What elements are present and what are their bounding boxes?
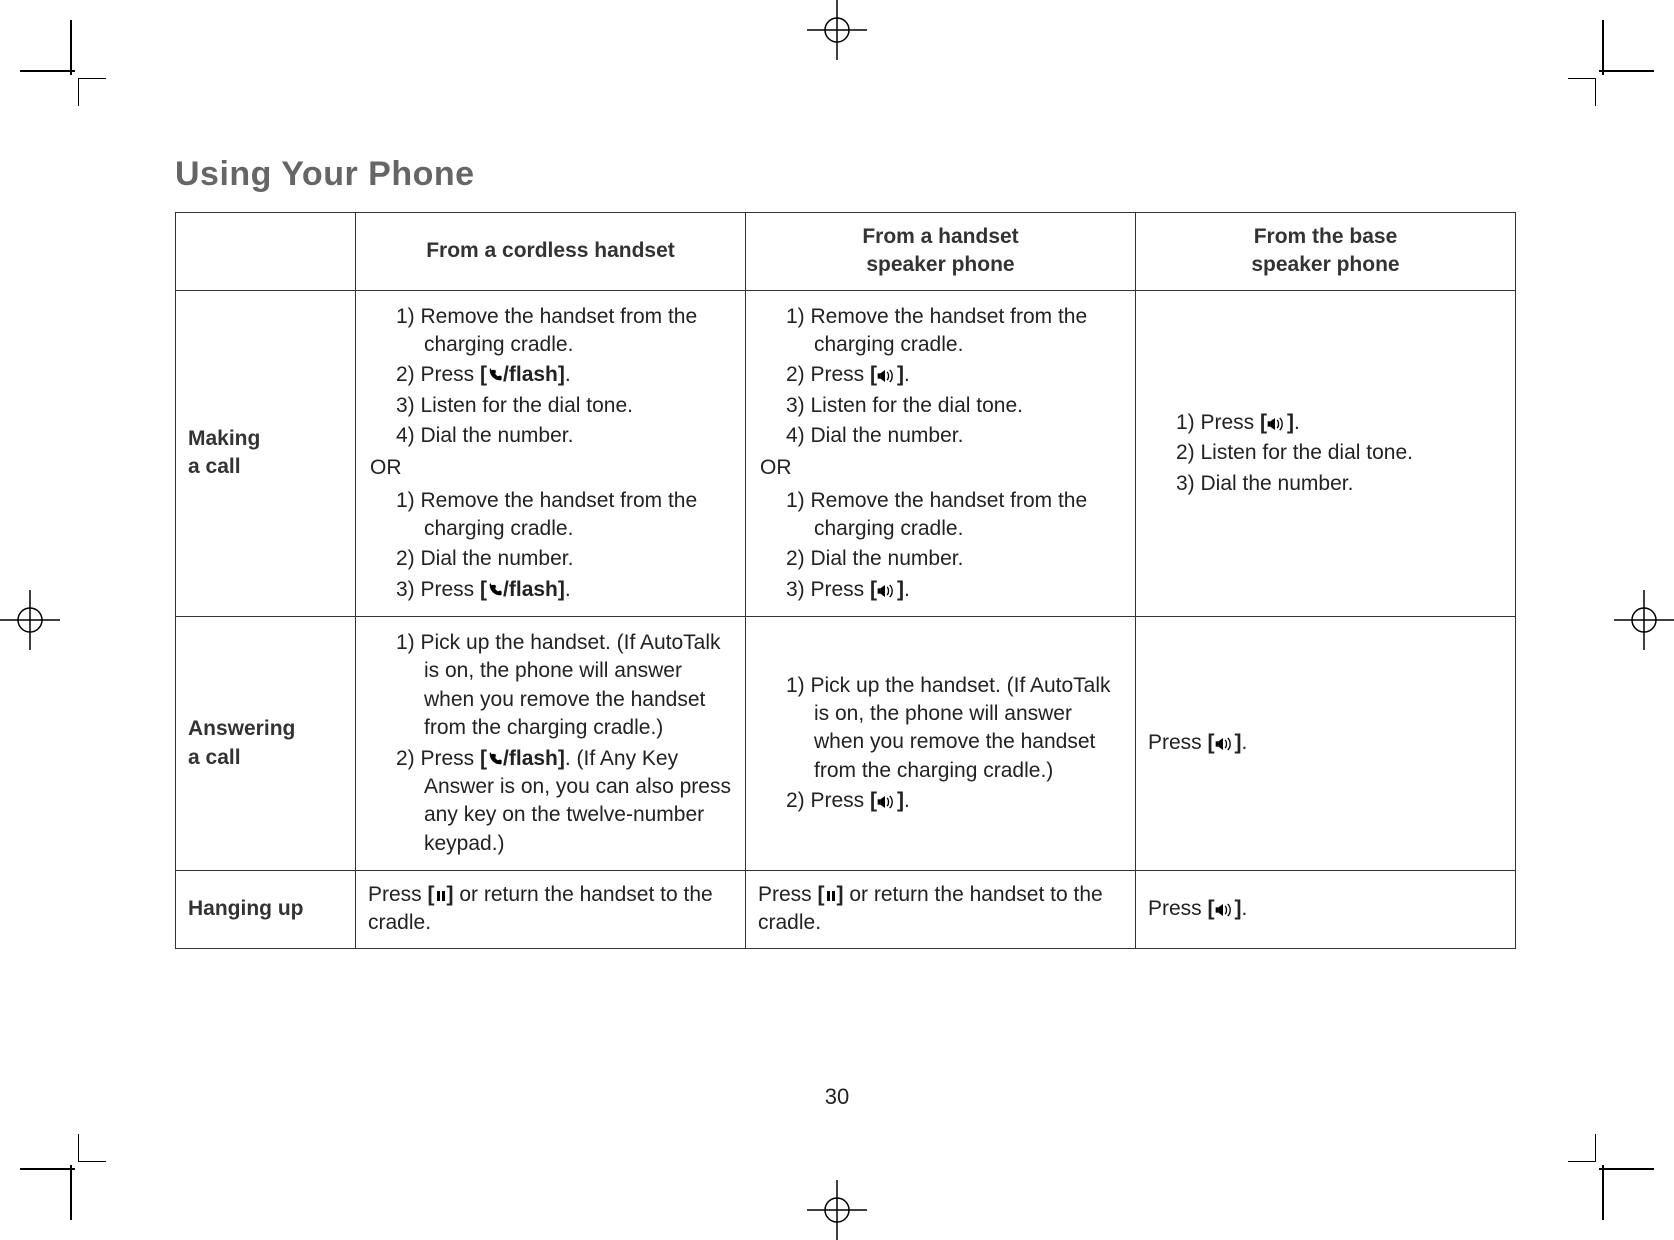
step-item: 2) Listen for the dial tone. xyxy=(1176,439,1503,467)
table-row: Answeringa call 1) Pick up the handset. (… xyxy=(176,617,1516,871)
row-header: Hanging up xyxy=(176,870,356,948)
crop-mark xyxy=(1568,78,1596,106)
page: Using Your Phone From a cordless handset… xyxy=(0,0,1674,1240)
talk_flash-icon: [/flash] xyxy=(480,747,565,770)
registration-mark-icon xyxy=(807,1180,867,1240)
talk_flash-icon: [/flash] xyxy=(480,578,565,601)
crop-mark xyxy=(20,70,75,72)
crop-mark xyxy=(20,1168,75,1170)
step-item: 2) Press [/flash]. xyxy=(396,361,733,389)
step-item: 1) Remove the handset from the charging … xyxy=(396,487,733,544)
row-header: Makinga call xyxy=(176,290,356,616)
instruction-line: Press []. xyxy=(1148,729,1503,757)
talk_flash-icon: [/flash] xyxy=(480,363,565,386)
step-item: 2) Press [/flash]. (If Any Key Answer is… xyxy=(396,745,733,858)
step-item: 1) Remove the handset from the charging … xyxy=(786,487,1123,544)
step-item: 2) Dial the number. xyxy=(396,545,733,573)
step-item: 2) Press []. xyxy=(786,787,1123,815)
instruction-line: Press [] or return the handset to the cr… xyxy=(368,881,733,938)
step-list: 1) Remove the handset from the charging … xyxy=(758,487,1123,604)
crop-mark xyxy=(78,1134,106,1162)
page-number: 30 xyxy=(825,1084,849,1110)
crop-mark xyxy=(70,1165,72,1220)
table-cell: Press [] or return the handset to the cr… xyxy=(356,870,746,948)
table-header-row: From a cordless handset From a handsetsp… xyxy=(176,213,1516,291)
table-cell: 1) Pick up the handset. (If AutoTalk is … xyxy=(356,617,746,871)
instructions-table: From a cordless handset From a handsetsp… xyxy=(175,212,1516,949)
table-cell: 1) Press [].2) Listen for the dial tone.… xyxy=(1136,290,1516,616)
crop-mark xyxy=(1599,1168,1654,1170)
step-item: 4) Dial the number. xyxy=(786,422,1123,450)
table-row: Makinga call 1) Remove the handset from t… xyxy=(176,290,1516,616)
speaker-icon: [] xyxy=(1260,411,1294,434)
crop-mark xyxy=(1602,20,1604,75)
step-item: 4) Dial the number. xyxy=(396,422,733,450)
crop-mark xyxy=(78,78,106,106)
end-icon: [] xyxy=(428,883,454,906)
or-separator: OR xyxy=(368,452,733,484)
or-separator: OR xyxy=(758,452,1123,484)
instruction-line: Press []. xyxy=(1148,895,1503,923)
page-title: Using Your Phone xyxy=(175,155,1515,194)
col-header-cordless: From a cordless handset xyxy=(356,213,746,291)
speaker-icon: [] xyxy=(1208,897,1242,920)
instruction-line: Press [] or return the handset to the cr… xyxy=(758,881,1123,938)
crop-mark xyxy=(1568,1134,1596,1162)
end-icon: [] xyxy=(818,883,844,906)
step-list: 1) Remove the handset from the charging … xyxy=(758,303,1123,451)
crop-mark xyxy=(1602,1165,1604,1220)
row-header: Answeringa call xyxy=(176,617,356,871)
table-cell: Press [] or return the handset to the cr… xyxy=(746,870,1136,948)
registration-mark-icon xyxy=(0,590,60,650)
step-item: 1) Pick up the handset. (If AutoTalk is … xyxy=(786,672,1123,785)
table-row: Hanging upPress [] or return the handset… xyxy=(176,870,1516,948)
content-area: Using Your Phone From a cordless handset… xyxy=(175,155,1515,949)
step-list: 1) Press [].2) Listen for the dial tone.… xyxy=(1148,409,1503,498)
step-item: 3) Press []. xyxy=(786,576,1123,604)
table-cell: 1) Remove the handset from the charging … xyxy=(356,290,746,616)
step-item: 2) Press []. xyxy=(786,361,1123,389)
step-item: 1) Remove the handset from the charging … xyxy=(396,303,733,360)
step-list: 1) Pick up the handset. (If AutoTalk is … xyxy=(758,672,1123,816)
table-cell: 1) Pick up the handset. (If AutoTalk is … xyxy=(746,617,1136,871)
registration-mark-icon xyxy=(807,0,867,60)
table-cell: Press []. xyxy=(1136,870,1516,948)
step-list: 1) Remove the handset from the charging … xyxy=(368,303,733,451)
col-header-base-speaker: From the basespeaker phone xyxy=(1136,213,1516,291)
step-item: 3) Listen for the dial tone. xyxy=(786,392,1123,420)
step-list: 1) Remove the handset from the charging … xyxy=(368,487,733,604)
speaker-icon: [] xyxy=(870,789,904,812)
step-item: 1) Remove the handset from the charging … xyxy=(786,303,1123,360)
speaker-icon: [] xyxy=(870,578,904,601)
speaker-icon: [] xyxy=(870,363,904,386)
step-item: 2) Dial the number. xyxy=(786,545,1123,573)
table-cell: Press []. xyxy=(1136,617,1516,871)
step-list: 1) Pick up the handset. (If AutoTalk is … xyxy=(368,629,733,858)
registration-mark-icon xyxy=(1614,590,1674,650)
table-cell: 1) Remove the handset from the charging … xyxy=(746,290,1136,616)
step-item: 3) Listen for the dial tone. xyxy=(396,392,733,420)
step-item: 1) Pick up the handset. (If AutoTalk is … xyxy=(396,629,733,742)
col-header-handset-speaker: From a handsetspeaker phone xyxy=(746,213,1136,291)
step-item: 3) Dial the number. xyxy=(1176,470,1503,498)
step-item: 3) Press [/flash]. xyxy=(396,576,733,604)
crop-mark xyxy=(1599,70,1654,72)
step-item: 1) Press []. xyxy=(1176,409,1503,437)
crop-mark xyxy=(70,20,72,75)
col-header-blank xyxy=(176,213,356,291)
speaker-icon: [] xyxy=(1208,731,1242,754)
